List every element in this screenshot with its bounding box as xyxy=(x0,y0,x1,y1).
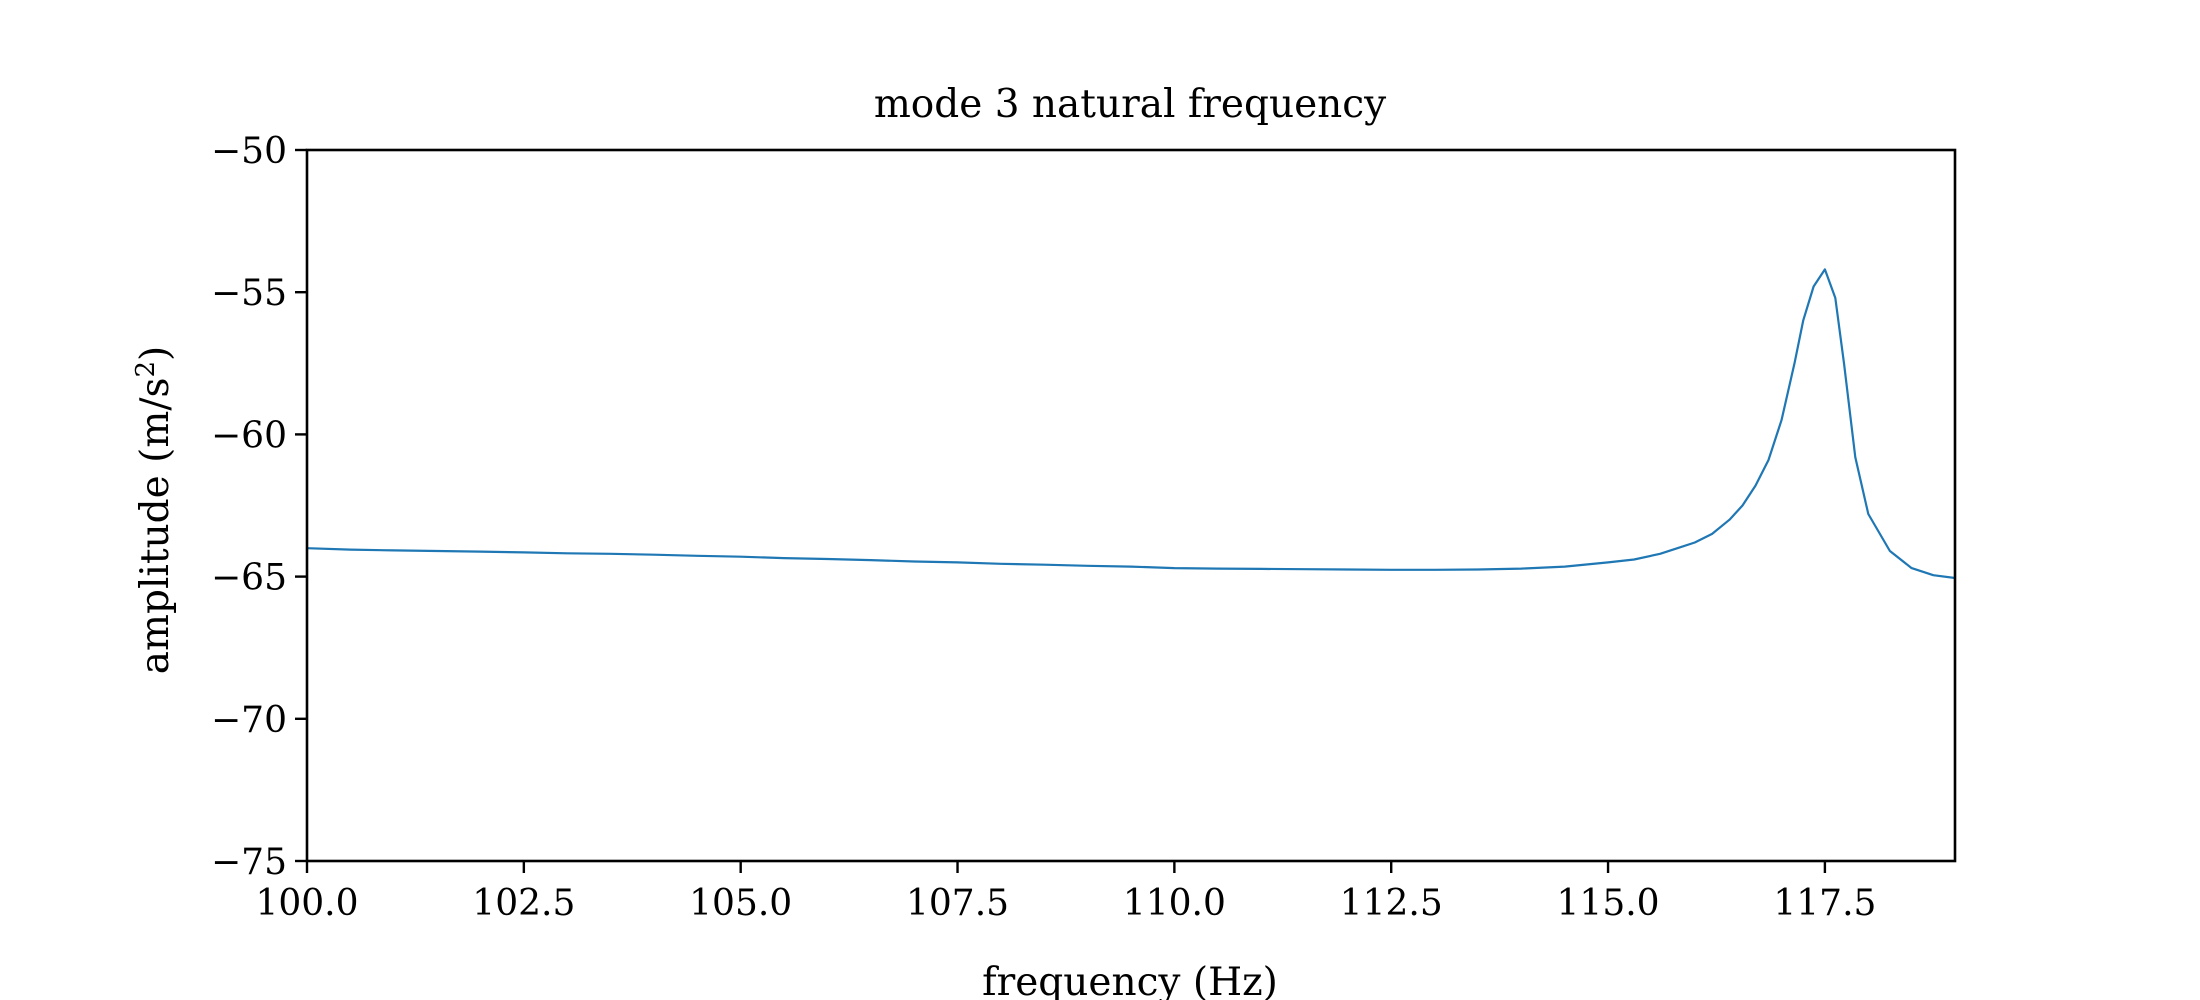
y-tick-label: −65 xyxy=(211,558,287,599)
y-tick-label: −50 xyxy=(211,131,287,172)
x-axis: 100.0 102.5 105.0 107.5 110.0 112.5 115.0 117.5 xyxy=(255,861,1876,924)
x-tick-label: 110.0 xyxy=(1123,883,1226,924)
axes-frame xyxy=(305,148,1957,863)
y-axis-label-main: amplitude (m/s xyxy=(133,378,178,675)
x-tick-label: 115.0 xyxy=(1557,883,1660,924)
y-tick-label: −60 xyxy=(211,415,287,456)
x-tick-label: 100.0 xyxy=(255,883,358,924)
y-axis: −75 −70 −65 −60 −55 −50 xyxy=(211,131,307,883)
x-axis-label: frequency (Hz) xyxy=(982,960,1278,1000)
y-axis-label-superscript: 2 xyxy=(131,361,161,378)
x-tick-label: 102.5 xyxy=(472,883,575,924)
x-tick-label: 107.5 xyxy=(906,883,1009,924)
series-line xyxy=(306,268,1956,580)
chart-title: mode 3 natural frequency xyxy=(874,82,1386,127)
plot-area xyxy=(305,148,1957,863)
x-tick-label: 105.0 xyxy=(689,883,792,924)
y-axis-label-tail: ) xyxy=(133,346,178,361)
x-tick-label: 117.5 xyxy=(1773,883,1876,924)
y-tick-label: −75 xyxy=(211,842,287,883)
y-tick-label: −55 xyxy=(211,273,287,314)
y-axis-label: amplitude (m/s2) xyxy=(131,346,178,675)
y-tick-label: −70 xyxy=(211,700,287,741)
x-tick-label: 112.5 xyxy=(1340,883,1443,924)
